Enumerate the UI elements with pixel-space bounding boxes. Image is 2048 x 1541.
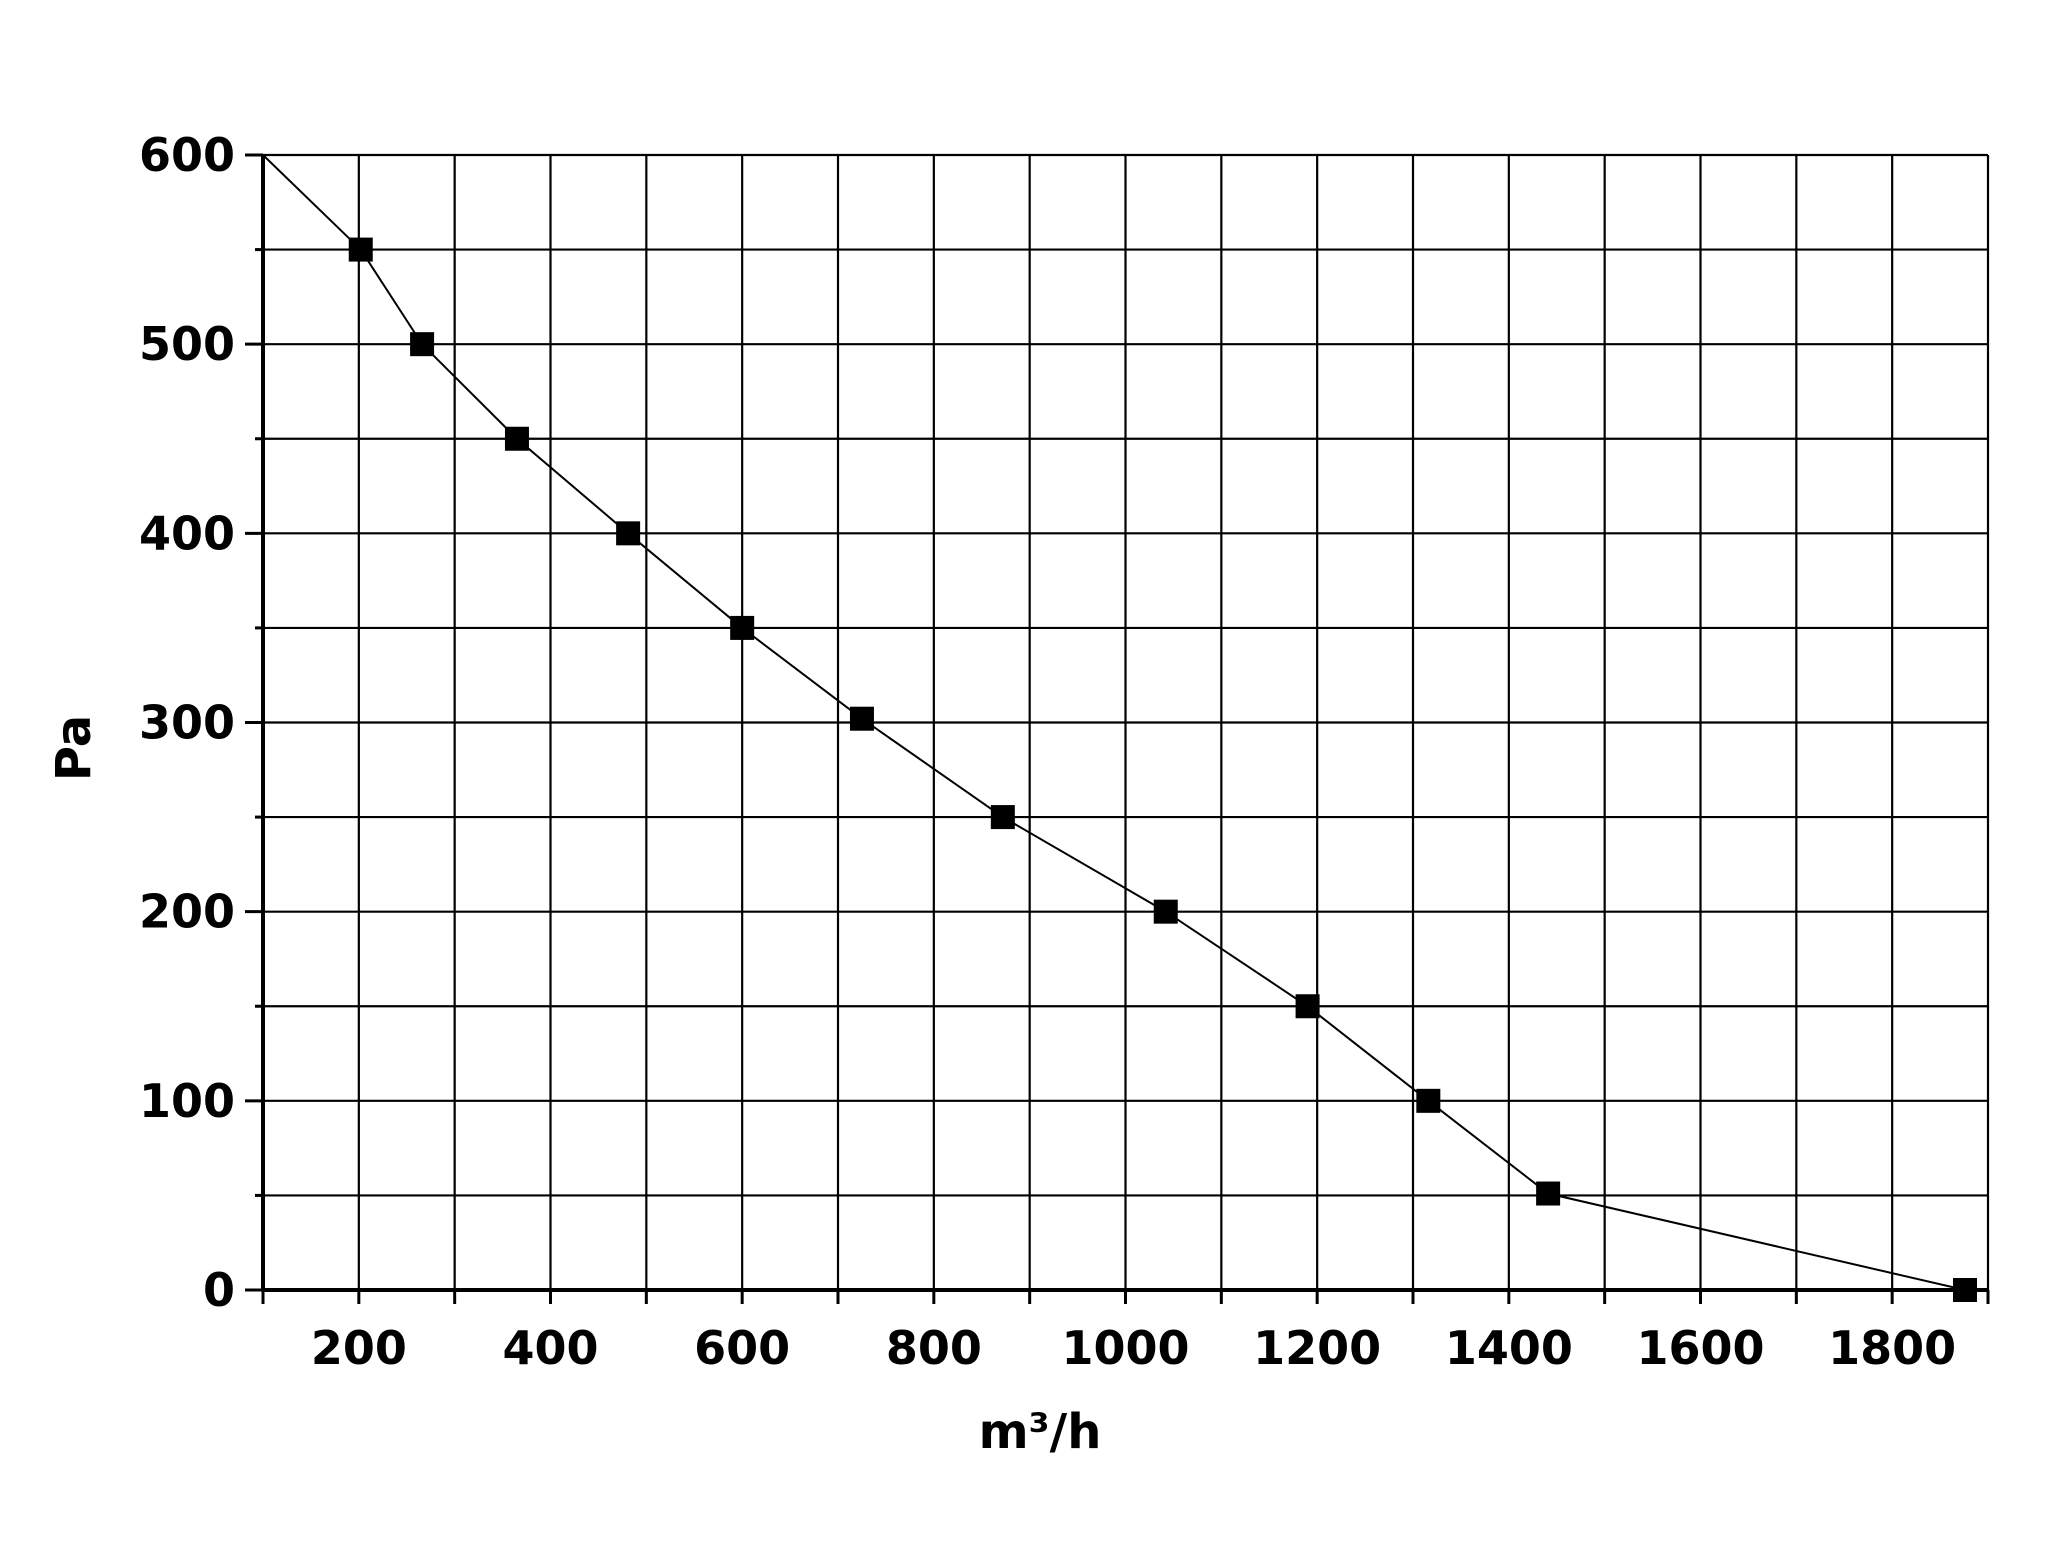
data-point-marker xyxy=(1536,1181,1561,1206)
x-tick-label: 400 xyxy=(502,1321,598,1375)
y-tick-label: 100 xyxy=(139,1074,235,1128)
x-tick-label: 1400 xyxy=(1445,1321,1573,1375)
x-tick-label: 200 xyxy=(311,1321,407,1375)
y-tick-label: 600 xyxy=(139,128,235,182)
data-point-marker xyxy=(1153,899,1178,924)
data-point-marker xyxy=(1416,1088,1441,1113)
y-tick-label: 0 xyxy=(203,1263,235,1317)
data-point-marker xyxy=(730,615,755,640)
y-tick-label: 400 xyxy=(139,506,235,560)
data-point-marker xyxy=(616,521,641,546)
data-point-marker xyxy=(1953,1278,1977,1302)
data-point-marker xyxy=(348,237,373,262)
x-tick-label: 1600 xyxy=(1636,1321,1764,1375)
tick-marks xyxy=(245,153,1990,1304)
x-axis-title: m³/h xyxy=(979,1404,1102,1460)
series xyxy=(262,154,1977,1302)
data-point-marker xyxy=(410,332,435,357)
x-tick-label: 1000 xyxy=(1061,1321,1189,1375)
data-point-marker xyxy=(990,805,1015,830)
y-tick-label: 500 xyxy=(139,317,235,371)
data-point-marker xyxy=(849,706,874,731)
y-tick-label: 200 xyxy=(139,885,235,939)
x-tick-labels: 200 400 600 800 1000 1200 1400 1600 1800 xyxy=(311,1321,1956,1375)
data-point-marker xyxy=(504,426,529,451)
x-tick-label: 800 xyxy=(886,1321,982,1375)
grid xyxy=(263,153,1990,1290)
data-point-marker xyxy=(1295,994,1320,1019)
y-axis-title: Pa xyxy=(46,715,102,781)
y-tick-labels: 0 100 200 300 400 500 600 xyxy=(139,128,235,1317)
x-tick-label: 600 xyxy=(694,1321,790,1375)
x-tick-label: 1800 xyxy=(1828,1321,1956,1375)
x-tick-label: 1200 xyxy=(1253,1321,1381,1375)
y-tick-label: 300 xyxy=(139,696,235,750)
